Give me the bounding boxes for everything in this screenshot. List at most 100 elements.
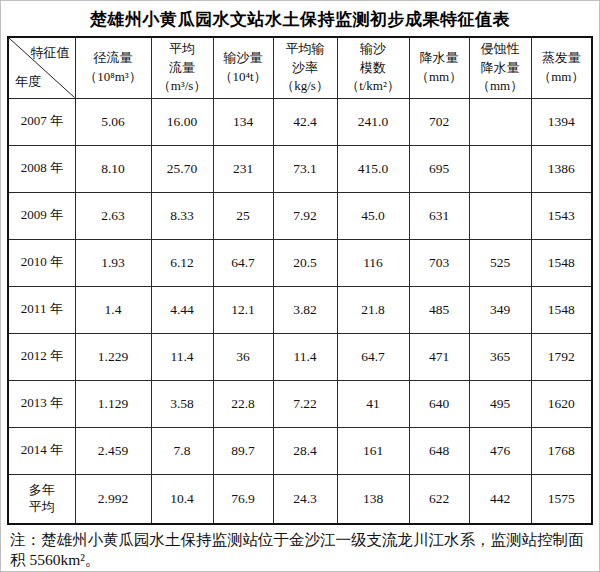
table-cell: 1575 — [531, 474, 592, 524]
table-cell: 7.92 — [273, 192, 337, 239]
col-header-line: （kg/s） — [274, 77, 337, 95]
table-cell: 1.229 — [75, 333, 151, 380]
table-cell: 12.1 — [213, 286, 273, 333]
col-header-line: （t/km²） — [338, 77, 409, 95]
table-cell: 45.0 — [337, 192, 409, 239]
table-cell — [469, 192, 531, 239]
col-header-line: 平均输 — [274, 40, 337, 58]
table-cell: 24.3 — [273, 474, 337, 524]
col-header-precipitation: 降水量 （mm） — [409, 37, 469, 98]
table-cell: 702 — [409, 98, 469, 145]
col-header-line: 沙率 — [274, 59, 337, 77]
table-cell: 1792 — [531, 333, 592, 380]
table-cell: 42.4 — [273, 98, 337, 145]
table-row: 2007 年 5.06 16.00 134 42.4 241.0 702 139… — [8, 98, 592, 145]
table-row: 2010 年 1.93 6.12 64.7 20.5 116 703 525 1… — [8, 239, 592, 286]
col-header-line: 侵蚀性 — [470, 40, 531, 58]
row-header-2008: 2008 年 — [8, 145, 75, 192]
col-header-line: 蒸发量 — [532, 49, 592, 67]
row-header-label: 平均 — [9, 499, 75, 516]
col-header-line: 降水量 — [470, 59, 531, 77]
row-header-label: 2011 年 — [9, 301, 75, 318]
table-cell — [469, 145, 531, 192]
table-cell: 7.22 — [273, 380, 337, 427]
table-cell: 89.7 — [213, 427, 273, 474]
table-cell: 495 — [469, 380, 531, 427]
row-header-2009: 2009 年 — [8, 192, 75, 239]
table-cell: 631 — [409, 192, 469, 239]
table-cell: 703 — [409, 239, 469, 286]
table-cell: 76.9 — [213, 474, 273, 524]
col-header-line: （10⁸m³） — [76, 68, 151, 86]
table-cell: 1.129 — [75, 380, 151, 427]
col-header-avg-flow: 平均 流量 （m³/s） — [151, 37, 213, 98]
table-cell: 415.0 — [337, 145, 409, 192]
table-row: 2013 年 1.129 3.58 22.8 7.22 41 640 495 1… — [8, 380, 592, 427]
table-cell: 138 — [337, 474, 409, 524]
table-cell: 1548 — [531, 286, 592, 333]
page: 楚雄州小黄瓜园水文站水土保持监测初步成果特征值表 特征值 年度 径流量 （10⁸… — [0, 0, 600, 572]
table-cell: 525 — [469, 239, 531, 286]
table-cell: 10.4 — [151, 474, 213, 524]
table-cell: 16.00 — [151, 98, 213, 145]
table-cell: 695 — [409, 145, 469, 192]
row-header-label: 2007 年 — [9, 113, 75, 130]
corner-bottom-label: 年度 — [15, 73, 41, 91]
row-header-label: 2013 年 — [9, 395, 75, 412]
table-cell: 6.12 — [151, 239, 213, 286]
col-header-line: 流量 — [152, 59, 213, 77]
table-cell: 25 — [213, 192, 273, 239]
header-row: 特征值 年度 径流量 （10⁸m³） 平均 流量 （m³/s） 输沙量 （10⁴… — [8, 37, 592, 98]
table-cell: 64.7 — [337, 333, 409, 380]
table-cell: 2.459 — [75, 427, 151, 474]
table-cell: 485 — [409, 286, 469, 333]
col-header-line: 模数 — [338, 59, 409, 77]
row-header-label: 多年 — [9, 482, 75, 499]
corner-top-label: 特征值 — [31, 44, 70, 62]
table-cell: 1.4 — [75, 286, 151, 333]
table-cell: 22.8 — [213, 380, 273, 427]
table-cell: 8.10 — [75, 145, 151, 192]
characteristics-table: 特征值 年度 径流量 （10⁸m³） 平均 流量 （m³/s） 输沙量 （10⁴… — [7, 36, 593, 525]
table-cell: 471 — [409, 333, 469, 380]
table-cell: 41 — [337, 380, 409, 427]
row-header-label: 2014 年 — [9, 442, 75, 459]
table-cell: 64.7 — [213, 239, 273, 286]
table-cell: 3.82 — [273, 286, 337, 333]
col-header-line: 平均 — [152, 40, 213, 58]
table-cell: 1386 — [531, 145, 592, 192]
table-row: 2014 年 2.459 7.8 89.7 28.4 161 648 476 1… — [8, 427, 592, 474]
table-cell: 1620 — [531, 380, 592, 427]
row-header-2011: 2011 年 — [8, 286, 75, 333]
table-cell: 161 — [337, 427, 409, 474]
table-cell — [469, 98, 531, 145]
row-header-label: 2008 年 — [9, 160, 75, 177]
table-cell: 365 — [469, 333, 531, 380]
col-header-line: 径流量 — [76, 49, 151, 67]
table-cell: 5.06 — [75, 98, 151, 145]
table-cell: 640 — [409, 380, 469, 427]
page-title: 楚雄州小黄瓜园水文站水土保持监测初步成果特征值表 — [1, 8, 599, 31]
table-row: 2009 年 2.63 8.33 25 7.92 45.0 631 1543 — [8, 192, 592, 239]
table-cell: 11.4 — [151, 333, 213, 380]
col-header-avg-sediment-rate: 平均输 沙率 （kg/s） — [273, 37, 337, 98]
table-row: 多年 平均 2.992 10.4 76.9 24.3 138 622 442 1… — [8, 474, 592, 524]
table-cell: 36 — [213, 333, 273, 380]
table-cell: 1.93 — [75, 239, 151, 286]
table-cell: 2.992 — [75, 474, 151, 524]
col-header-line: 降水量 — [410, 49, 469, 67]
col-header-line: （mm） — [410, 68, 469, 86]
row-header-2012: 2012 年 — [8, 333, 75, 380]
table-cell: 1548 — [531, 239, 592, 286]
col-header-evaporation: 蒸发量 （mm） — [531, 37, 592, 98]
row-header-label: 2010 年 — [9, 254, 75, 271]
row-header-label: 2009 年 — [9, 207, 75, 224]
row-header-2014: 2014 年 — [8, 427, 75, 474]
table-cell: 476 — [469, 427, 531, 474]
col-header-sediment-load: 输沙量 （10⁴t） — [213, 37, 273, 98]
table-cell: 1768 — [531, 427, 592, 474]
col-header-erosive-precipitation: 侵蚀性 降水量 （mm） — [469, 37, 531, 98]
table-cell: 28.4 — [273, 427, 337, 474]
corner-header-cell: 特征值 年度 — [8, 37, 75, 98]
table-cell: 116 — [337, 239, 409, 286]
